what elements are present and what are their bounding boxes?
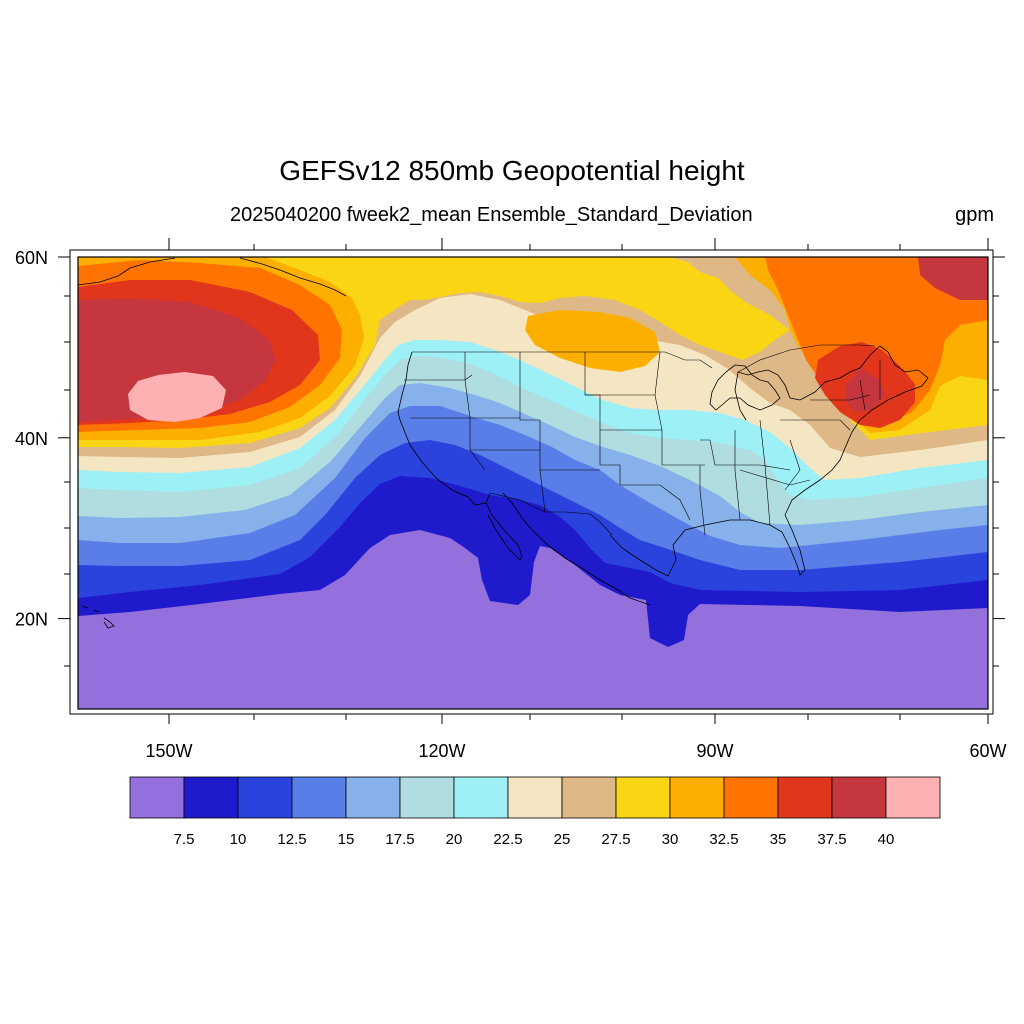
lon-tick-label: 60W xyxy=(969,741,1006,761)
colorbar-swatch xyxy=(507,776,563,819)
colorbar-label: 27.5 xyxy=(601,831,630,848)
colorbar-swatch xyxy=(237,776,293,819)
band-above-40 xyxy=(128,372,226,422)
alaska-coast xyxy=(78,257,347,297)
colorbar-swatch xyxy=(615,776,671,819)
canada-east xyxy=(734,345,881,421)
colorbar-label: 25 xyxy=(554,831,571,848)
states-eastern xyxy=(715,360,881,526)
colorbar-swatch xyxy=(561,776,617,819)
colorbar-swatch xyxy=(345,776,401,819)
colorbar-swatch xyxy=(129,776,185,819)
minor-ticks xyxy=(64,244,999,720)
colorbar-label: 30 xyxy=(662,831,679,848)
us-east-coast xyxy=(784,345,929,516)
colorbar-label: 40 xyxy=(878,831,895,848)
lat-tick-label: 20N xyxy=(15,610,48,630)
colorbar-swatch xyxy=(669,776,725,819)
lon-tick-label: 90W xyxy=(696,741,733,761)
map-frame xyxy=(77,256,989,710)
colorbar-swatch xyxy=(453,776,509,819)
major-ticks xyxy=(58,238,1005,724)
figure-title: GEFSv12 850mb Geopotential height xyxy=(279,155,745,186)
coastline-layer xyxy=(78,257,929,629)
colorbar-swatch xyxy=(777,776,833,819)
colorbar-label: 15 xyxy=(338,831,355,848)
colorbar-swatch xyxy=(399,776,455,819)
colorbar-label: 35 xyxy=(770,831,787,848)
colorbar-swatch xyxy=(885,776,941,819)
colorbar-swatch xyxy=(723,776,779,819)
us-west-coast xyxy=(397,351,491,506)
mexico-west-coast xyxy=(502,492,651,606)
colorbar-swatch xyxy=(291,776,347,819)
colorbar-label: 12.5 xyxy=(277,831,306,848)
colorbar-label: 32.5 xyxy=(709,831,738,848)
colorbar: 7.5 10 12.5 15 17.5 20 22.5 25 27.5 30 32.5 35 37.5 4… xyxy=(129,776,941,848)
hawaii xyxy=(81,605,115,629)
colorbar-label: 22.5 xyxy=(493,831,522,848)
us-mexico-border xyxy=(489,492,613,536)
units-label: gpm xyxy=(955,204,994,226)
state-borders-layer xyxy=(404,344,881,536)
band-37-5 xyxy=(78,280,915,428)
lat-tick-label: 40N xyxy=(15,429,48,449)
colorbar-swatch xyxy=(831,776,887,819)
lon-tick-label: 150W xyxy=(145,741,192,761)
band-35 xyxy=(78,257,988,432)
colorbar-label: 10 xyxy=(230,831,247,848)
axis-labels: 150W 120W 90W 60W 60N 40N 20N xyxy=(15,248,1007,761)
colorbar-label: 7.5 xyxy=(174,831,195,848)
colorbar-swatch xyxy=(183,776,239,819)
contour-fill-layer xyxy=(78,257,988,709)
great-lakes xyxy=(709,364,781,411)
lon-tick-label: 120W xyxy=(418,741,465,761)
colorbar-label: 17.5 xyxy=(385,831,414,848)
states-western xyxy=(404,352,621,513)
us-canada-border xyxy=(412,344,876,373)
lat-tick-label: 60N xyxy=(15,248,48,268)
figure-subtitle: 2025040200 fweek2_mean Ensemble_Standard… xyxy=(230,204,753,226)
colorbar-label: 20 xyxy=(446,831,463,848)
baja-peninsula xyxy=(485,502,523,561)
states-central xyxy=(585,351,716,536)
colorbar-label: 37.5 xyxy=(817,831,846,848)
